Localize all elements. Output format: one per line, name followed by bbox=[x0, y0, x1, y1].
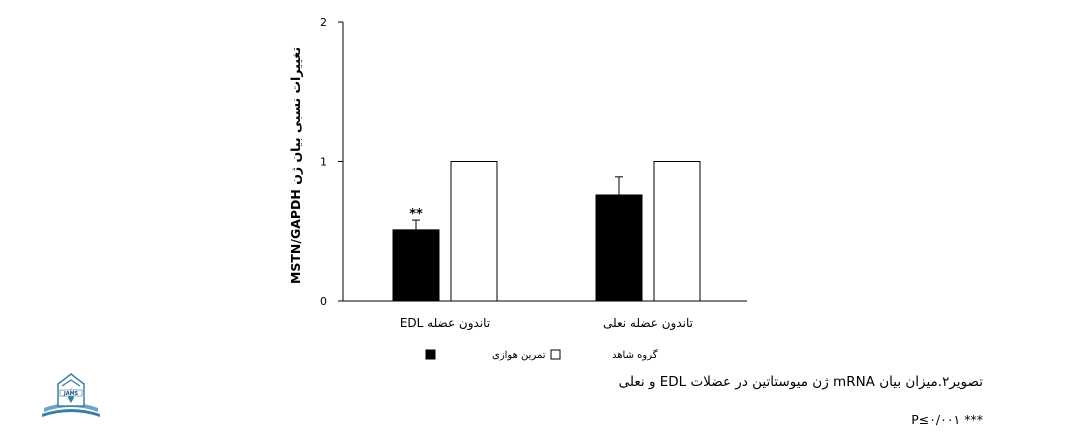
category-label: تاندون عضله نعلی bbox=[603, 316, 693, 331]
legend-label: تمرین هوازی bbox=[492, 350, 546, 361]
legend-label: گروه شاهد bbox=[612, 349, 658, 361]
bar bbox=[450, 161, 498, 302]
legend: تمرین هوازی گروه شاهد bbox=[425, 349, 658, 361]
y-tick-label: 2 bbox=[320, 16, 327, 29]
y-tick-label: 1 bbox=[320, 156, 327, 169]
bars bbox=[392, 161, 701, 302]
journal-logo-icon: JAMS bbox=[42, 373, 100, 417]
bar bbox=[392, 229, 440, 302]
labels: MSTN/GAPDH تغییرات نسبی بیان ژن ** تاندون … bbox=[288, 47, 693, 331]
figure-caption: تصویر۲.میزان بیان mRNA ژن میوستاتین در ع… bbox=[618, 374, 983, 390]
category-label: تاندون عضله EDL bbox=[400, 316, 490, 331]
legend-swatch bbox=[550, 349, 561, 360]
significance-note: P≤۰/۰۰۱ *** bbox=[911, 412, 983, 427]
svg-text:JAMS: JAMS bbox=[63, 391, 79, 397]
significance-marker: ** bbox=[409, 207, 423, 222]
y-axis-label: MSTN/GAPDH تغییرات نسبی بیان ژن bbox=[288, 47, 303, 284]
bar bbox=[653, 161, 701, 302]
bar bbox=[595, 194, 643, 302]
y-tick-label: 0 bbox=[320, 295, 327, 308]
legend-swatch bbox=[425, 349, 436, 360]
